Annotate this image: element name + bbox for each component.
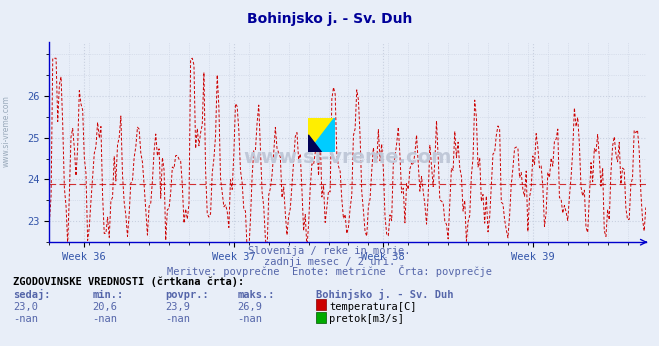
Text: -nan: -nan <box>13 315 38 325</box>
Text: zadnji mesec / 2 uri.: zadnji mesec / 2 uri. <box>264 257 395 267</box>
Text: -nan: -nan <box>92 315 117 325</box>
Text: ZGODOVINSKE VREDNOSTI (črtkana črta):: ZGODOVINSKE VREDNOSTI (črtkana črta): <box>13 277 244 288</box>
Polygon shape <box>308 135 322 152</box>
Text: 20,6: 20,6 <box>92 302 117 312</box>
Text: 26,9: 26,9 <box>237 302 262 312</box>
Text: min.:: min.: <box>92 290 123 300</box>
Text: -nan: -nan <box>237 315 262 325</box>
Text: 23,9: 23,9 <box>165 302 190 312</box>
Text: Bohinjsko j. - Sv. Duh: Bohinjsko j. - Sv. Duh <box>316 289 454 300</box>
Text: maks.:: maks.: <box>237 290 275 300</box>
Text: www.si-vreme.com: www.si-vreme.com <box>2 95 11 167</box>
Text: povpr.:: povpr.: <box>165 290 208 300</box>
Text: -nan: -nan <box>165 315 190 325</box>
Polygon shape <box>308 118 335 152</box>
Polygon shape <box>308 118 335 152</box>
Text: 23,0: 23,0 <box>13 302 38 312</box>
Text: pretok[m3/s]: pretok[m3/s] <box>330 315 405 325</box>
Text: www.si-vreme.com: www.si-vreme.com <box>243 148 452 167</box>
Text: Slovenija / reke in morje.: Slovenija / reke in morje. <box>248 246 411 256</box>
Text: Bohinjsko j. - Sv. Duh: Bohinjsko j. - Sv. Duh <box>247 12 412 26</box>
Text: sedaj:: sedaj: <box>13 289 51 300</box>
Text: temperatura[C]: temperatura[C] <box>330 302 417 312</box>
Text: Meritve: povprečne  Enote: metrične  Črta: povprečje: Meritve: povprečne Enote: metrične Črta:… <box>167 265 492 277</box>
